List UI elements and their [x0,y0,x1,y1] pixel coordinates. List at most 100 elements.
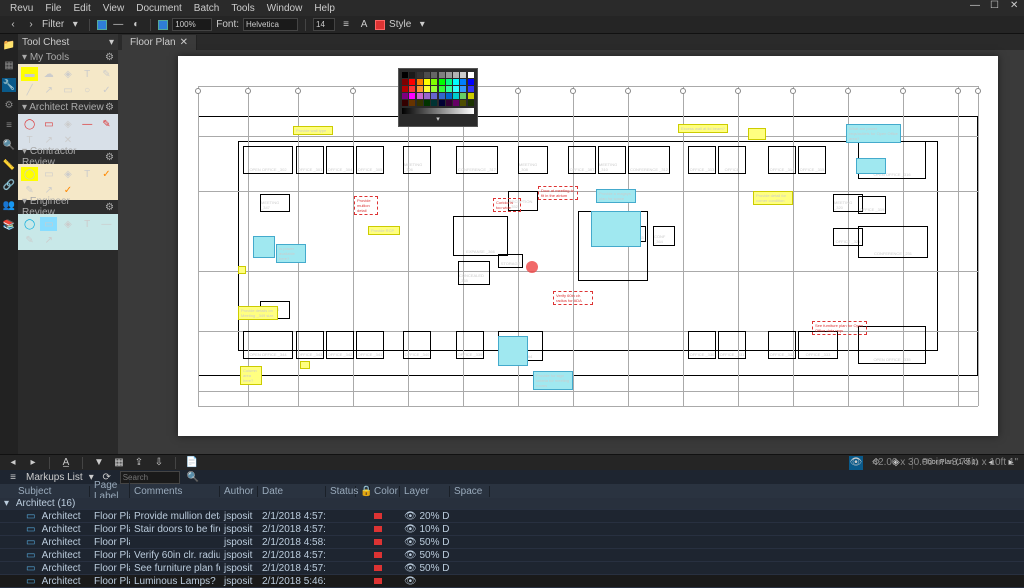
col-lock[interactable]: 🔒 [356,486,370,497]
tool-chest-menu-icon[interactable]: ▾ [109,37,114,48]
ml-expand-icon[interactable]: ≡ [6,470,20,484]
color-swatch[interactable] [460,100,466,106]
markup-annotation[interactable] [856,158,886,174]
markup-annotation[interactable]: Provide detail for corner condition [753,191,793,205]
filter-dropdown-icon[interactable]: ▾ [68,18,82,32]
markup-annotation[interactable]: See furniture plan for Open Office data … [812,321,867,335]
ml-summary-icon[interactable]: 📄 [185,456,199,470]
fill-color-button[interactable] [97,20,107,30]
color-swatch[interactable] [468,100,474,106]
forward-icon[interactable]: › [24,18,38,32]
tool-a6[interactable]: T [21,133,38,147]
col-author[interactable]: Author [220,486,258,497]
color-swatch[interactable] [453,100,459,106]
line-style-icon[interactable]: — [111,18,125,32]
color-swatch[interactable] [468,86,474,92]
color-swatch[interactable] [409,79,415,85]
markups-list-label[interactable]: Markups List [26,472,83,483]
color-swatch[interactable] [431,72,437,78]
tool-line[interactable]: ╱ [21,83,38,97]
grayscale-slider[interactable] [402,108,474,114]
markups-list-row[interactable]: ▭ ArchitectFloor PlanVerify 60in clr. ra… [0,549,1024,562]
color-swatch[interactable] [439,100,445,106]
section-my-tools[interactable]: My Tools [30,52,69,63]
markup-annotation[interactable]: Is power available here? [276,244,306,263]
color-picker-more-icon[interactable]: ▾ [402,115,474,123]
ml-hide-icon[interactable]: 👁 [849,456,863,470]
ml-filter-icon[interactable]: ▼ [92,456,106,470]
color-swatch[interactable] [424,100,430,106]
markup-annotation[interactable]: Coridor is too wide [493,198,521,212]
search-icon[interactable]: 🔍 [2,138,16,152]
menu-tools[interactable]: Tools [225,3,260,14]
color-swatch[interactable] [446,100,452,106]
tool-c6[interactable]: ✎ [21,183,38,197]
style-dropdown-icon[interactable]: ▾ [415,18,429,32]
menu-help[interactable]: Help [308,3,341,14]
color-swatch[interactable] [439,86,445,92]
minimize-button[interactable]: — [964,0,980,11]
markups-list-row[interactable]: ▭ ArchitectFloor Planjsposit2/1/2018 4:5… [0,536,1024,549]
gear-icon[interactable]: ⚙ [105,52,114,63]
tool-e7[interactable]: ↗ [40,233,57,247]
color-swatch[interactable] [431,86,437,92]
tool-a4[interactable]: — [79,117,96,131]
menu-batch[interactable]: Batch [188,3,226,14]
col-space[interactable]: Space [450,486,490,497]
color-swatch[interactable] [468,79,474,85]
font-size-input[interactable] [313,18,335,31]
tool-e3[interactable]: ◈ [59,217,76,231]
back-icon[interactable]: ‹ [6,18,20,32]
markup-annotation[interactable]: Provide RCP [368,226,400,235]
tool-a8[interactable]: ✕ [59,133,76,147]
thumbnails-icon[interactable]: ▦ [2,58,16,72]
markup-annotation[interactable] [253,236,275,258]
ml-export-icon[interactable]: ⇪ [132,456,146,470]
markups-list-row[interactable]: ▭ ArchitectFloor PlanProvide mullion det… [0,510,1024,523]
markup-annotation[interactable]: Provide for sign criteria for meeting ro… [533,371,573,390]
tool-highlight[interactable]: ▬ [21,67,38,81]
sets-icon[interactable]: 📚 [2,218,16,232]
markups-list-row[interactable]: ▭ ArchitectFloor PlanSee furniture plan … [0,562,1024,575]
markup-annotation[interactable] [591,211,641,247]
file-access-icon[interactable]: 📁 [2,38,16,52]
color-swatch[interactable] [453,86,459,92]
color-swatch[interactable] [439,72,445,78]
color-swatch[interactable] [409,93,415,99]
links-icon[interactable]: 🔗 [2,178,16,192]
tool-a2[interactable]: ▭ [40,117,57,131]
color-swatch[interactable] [417,100,423,106]
tool-c7[interactable]: ↗ [40,183,57,197]
tool-a3[interactable]: ◈ [59,117,76,131]
tab-close-icon[interactable]: ✕ [180,37,188,48]
tool-c8[interactable]: ✓ [59,183,76,197]
color-swatch[interactable] [417,93,423,99]
menu-document[interactable]: Document [130,3,188,14]
tool-cloud[interactable]: ☁ [40,67,57,81]
color-swatch[interactable] [417,86,423,92]
col-layer[interactable]: Layer [400,486,450,497]
color-swatch[interactable] [424,72,430,78]
markup-annotation[interactable]: Verify 60in clr. radius for ADA [553,291,593,305]
color-swatch[interactable] [402,72,408,78]
tool-stamp[interactable]: ✓ [98,83,115,97]
markup-annotation[interactable] [748,128,766,140]
color-swatch[interactable] [446,79,452,85]
markup-annotation[interactable]: Column area here? [240,366,262,385]
markup-annotation[interactable]: Provide details on Meeting _349 size [238,306,278,320]
font-select[interactable] [243,18,298,31]
ml-columns-icon[interactable]: ▦ [112,456,126,470]
canvas-area[interactable]: Floor Plan ✕ OPEN OFFICE _302OFFICE _301… [118,34,1024,454]
color-swatch[interactable] [439,93,445,99]
menu-edit[interactable]: Edit [67,3,96,14]
tool-c1[interactable]: ◯ [21,167,38,181]
ml-prev-icon[interactable]: ◂ [6,456,20,470]
col-date[interactable]: Date [258,486,326,497]
color-swatch[interactable] [409,72,415,78]
properties-icon[interactable]: ⚙ [2,98,16,112]
tool-text[interactable]: T [79,67,96,81]
studio-icon[interactable]: 👥 [2,198,16,212]
ml-next-icon[interactable]: ▸ [26,456,40,470]
color-swatch[interactable] [417,72,423,78]
markup-annotation[interactable]: Door at meeting to fit in the atrium [538,186,578,200]
